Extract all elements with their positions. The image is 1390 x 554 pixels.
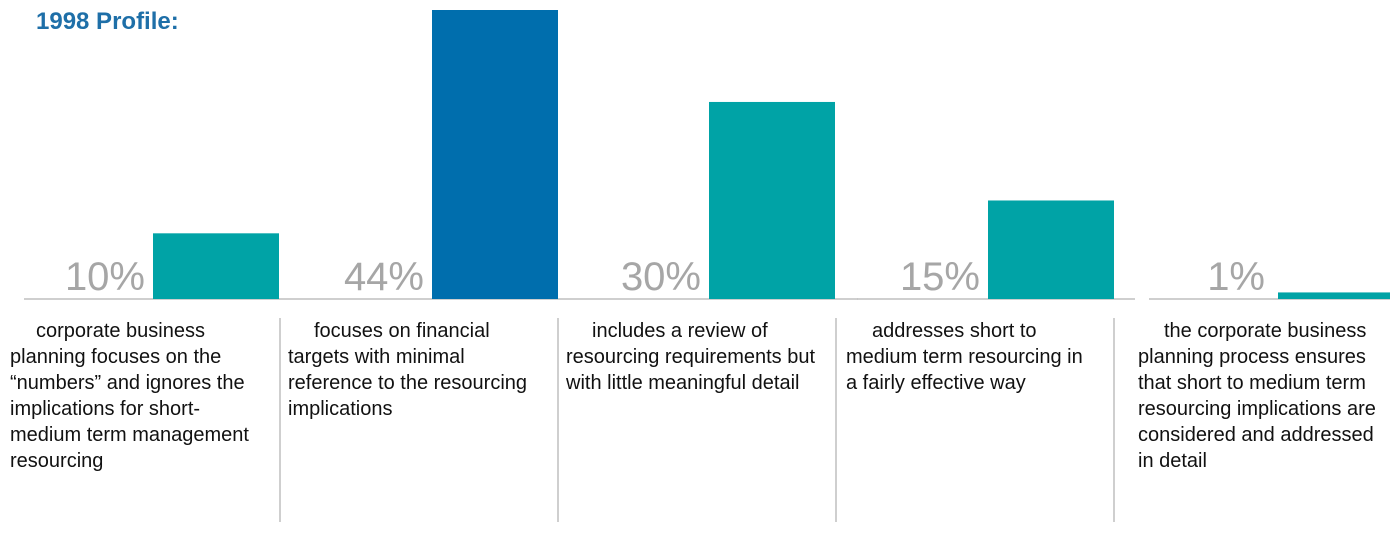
bar [988,200,1114,299]
bar [1278,292,1390,299]
percent-label: 15% [900,255,980,299]
percent-label: 30% [621,255,701,299]
category-description: addresses short to medium term resourcin… [846,318,1096,396]
category-description: corporate business planning focuses on t… [10,318,265,474]
category-label: includes a review of resourcing requirem… [566,320,816,394]
category-description: focuses on financial targets with minima… [288,318,538,422]
chart-title: 1998 Profile: [36,8,179,35]
percent-label: 1% [1207,255,1265,299]
bar [153,233,279,299]
category-label: addresses short to medium term resourcin… [846,320,1083,394]
percent-label: 10% [65,255,145,299]
category-label: the corporate business planning process … [1138,320,1376,472]
bar [709,101,835,299]
category-description: the corporate business planning process … [1138,318,1388,474]
category-description: includes a review of resourcing requirem… [566,318,821,396]
category-label: focuses on financial targets with minima… [288,320,528,420]
category-label: corporate business planning focuses on t… [10,320,249,472]
percent-label: 44% [344,255,424,299]
bar [432,10,558,299]
